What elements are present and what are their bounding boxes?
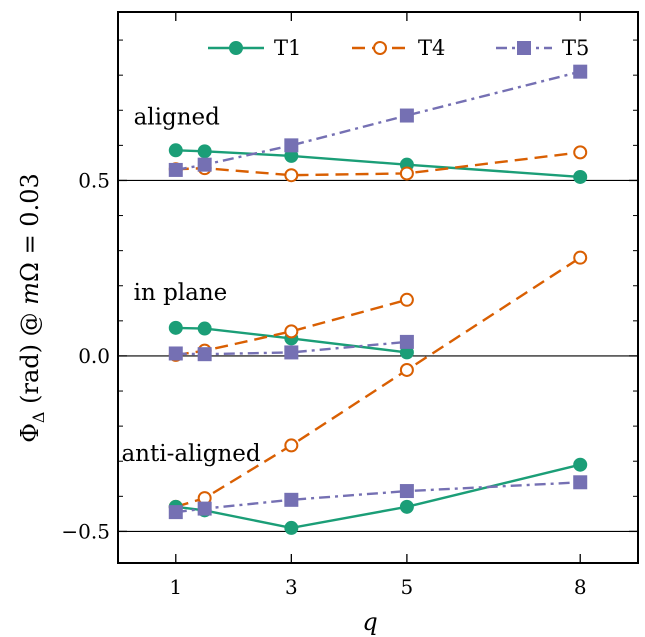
legend-marker	[373, 41, 387, 55]
data-point	[168, 143, 183, 158]
y-tick-label: 0.5	[78, 168, 110, 192]
legend-entry: T4	[352, 36, 445, 60]
data-point	[399, 499, 414, 514]
legend-entry: T1	[208, 36, 301, 60]
data-point	[284, 345, 299, 360]
data-point	[284, 324, 299, 339]
x-axis-label: q	[362, 608, 377, 636]
data-point	[168, 320, 183, 335]
legend-marker	[517, 41, 531, 55]
y-label-omega: Ω	[16, 262, 44, 282]
x-tick-label: 3	[285, 575, 298, 599]
series-layer	[168, 64, 588, 535]
series-line	[175, 70, 581, 172]
series-T5	[168, 334, 414, 362]
series-T5	[168, 64, 588, 177]
data-point	[399, 484, 414, 499]
y-label-eq: = 0.03	[16, 173, 44, 262]
y-label-m: m	[16, 282, 44, 305]
series-line	[175, 340, 408, 356]
y-axis-label: ΦΔ (rad) @ mΩ = 0.03	[16, 173, 48, 443]
data-point	[197, 144, 212, 159]
series-line	[175, 481, 581, 514]
legend-label: T1	[274, 36, 301, 60]
annotation-label: in plane	[134, 280, 228, 306]
data-point	[168, 162, 183, 177]
series-T4	[168, 250, 588, 514]
data-point	[197, 347, 212, 362]
data-point	[573, 457, 588, 472]
annotation-label: anti-aligned	[121, 441, 260, 467]
data-point	[573, 64, 588, 79]
series-line	[175, 256, 581, 508]
data-point	[197, 321, 212, 336]
legend: T1 T4 T5	[208, 36, 589, 60]
data-point	[284, 138, 299, 153]
data-point	[399, 334, 414, 349]
annotations: aligned in plane anti-aligned	[121, 104, 260, 467]
data-point	[168, 505, 183, 520]
axis-ticks: 1 3 5 8 −0.5 0.0 0.5	[61, 12, 638, 599]
data-point	[399, 292, 414, 307]
data-point	[197, 501, 212, 516]
data-point	[399, 362, 414, 377]
series-line	[175, 463, 581, 530]
group-in-plane	[168, 250, 588, 514]
y-label-phi: Φ	[16, 423, 44, 443]
data-point	[168, 346, 183, 361]
legend-marker	[229, 41, 243, 55]
group-anti-aligned	[168, 457, 588, 535]
data-point	[573, 169, 588, 184]
series-line	[175, 326, 408, 354]
reference-lines	[118, 179, 638, 533]
legend-label: T5	[562, 36, 589, 60]
series-line	[175, 151, 581, 177]
data-point	[284, 492, 299, 507]
y-label-rest: (rad) @	[16, 305, 44, 412]
data-point	[399, 108, 414, 123]
data-point	[284, 168, 299, 183]
x-tick-label: 5	[401, 575, 414, 599]
y-label-delta: Δ	[29, 412, 48, 424]
data-point	[284, 520, 299, 535]
data-point	[573, 250, 588, 265]
plot-frame	[117, 11, 639, 564]
data-point	[573, 475, 588, 490]
series-T1	[168, 143, 588, 184]
x-tick-label: 8	[574, 575, 587, 599]
x-tick-label: 1	[169, 575, 182, 599]
annotation-label: aligned	[134, 104, 221, 130]
series-T5	[168, 475, 588, 520]
y-tick-label: −0.5	[61, 519, 110, 543]
series-T1	[168, 457, 588, 535]
data-point	[573, 145, 588, 160]
y-tick-label: 0.0	[78, 344, 110, 368]
group-aligned	[168, 64, 588, 184]
data-point	[399, 166, 414, 181]
data-point	[284, 438, 299, 453]
legend-label: T4	[418, 36, 445, 60]
legend-entry: T5	[496, 36, 589, 60]
data-point	[197, 157, 212, 172]
